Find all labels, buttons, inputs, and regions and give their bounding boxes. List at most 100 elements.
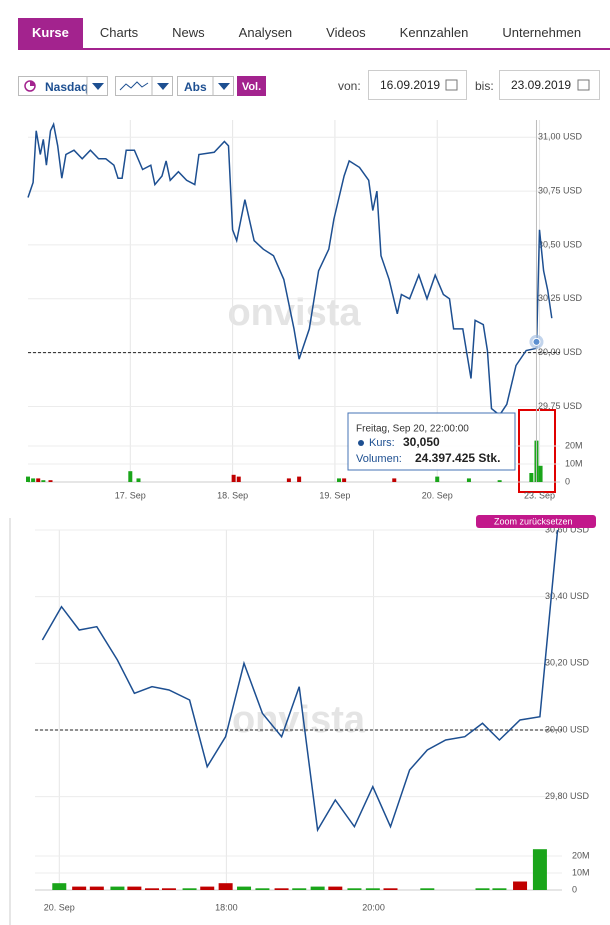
- from-date-text: 16.09.2019: [380, 78, 441, 92]
- from-date[interactable]: 16.09.2019: [368, 70, 467, 100]
- volume-bar: [41, 480, 46, 482]
- volume-bar: [529, 473, 534, 482]
- tooltip: Freitag, Sep 20, 22:00:00 Kurs: 30,050Volu…: [347, 412, 516, 471]
- volume-bar: [26, 476, 30, 482]
- volume-bar: [218, 883, 233, 890]
- volume-bar: [200, 886, 215, 890]
- tooltip-kurs: 30,050: [403, 435, 440, 449]
- volume-button-text: Vol.: [241, 81, 262, 93]
- volume-bar: [237, 886, 252, 890]
- tab[interactable]: Unternehmen: [502, 25, 582, 40]
- tooltip-title: Freitag, Sep 20, 22:00:00: [356, 424, 469, 435]
- volume-bar: [365, 888, 380, 890]
- tooltip-kurs-label: Kurs:: [369, 437, 395, 449]
- volume-bar: [52, 883, 67, 890]
- volume-bar: [182, 888, 197, 890]
- volume-bar: [342, 478, 347, 482]
- exchange-select[interactable]: Nasdaq: [18, 76, 108, 96]
- toolbar-icons: [24, 77, 590, 95]
- mode-select[interactable]: Abs: [177, 76, 234, 96]
- marker: [532, 337, 541, 346]
- y-tick-label: 30,25 USD: [538, 293, 583, 303]
- to-date[interactable]: 23.09.2019: [499, 70, 600, 100]
- tooltip-volume-label: Volumen:: [356, 453, 402, 465]
- volume-bar: [420, 888, 435, 890]
- volume-button[interactable]: Vol.: [237, 76, 266, 96]
- volume-bar: [36, 478, 41, 482]
- volume-bar: [297, 476, 302, 482]
- volume-bar: [435, 476, 440, 482]
- x-tick-label: 20. Sep: [422, 490, 453, 500]
- volume-bar: [538, 465, 543, 482]
- volume-bar: [161, 888, 176, 890]
- y-tick-label: 30,20 USD: [545, 658, 590, 668]
- volume-bar: [89, 886, 104, 890]
- y-tick-label: 31,00 USD: [538, 132, 583, 142]
- volume-bar: [466, 478, 471, 482]
- tab[interactable]: Charts: [99, 25, 139, 40]
- volume-bar: [274, 888, 289, 890]
- zoom-button-text: Zoom zurücksetzen: [494, 516, 573, 526]
- price-line: [41, 529, 559, 833]
- y-tick-label: 30,00 USD: [545, 724, 590, 734]
- tooltip-box: [347, 412, 516, 471]
- volume-bar: [231, 474, 236, 482]
- volume-bar: [286, 478, 291, 482]
- volume-bar: [72, 886, 87, 890]
- volume-bar: [383, 888, 398, 890]
- volume-bar: [532, 849, 547, 890]
- tooltip-dot: [358, 440, 364, 446]
- volume-bar: [127, 886, 142, 890]
- x-tick-label: 17. Sep: [115, 490, 146, 500]
- y-tick-label: 30,00 USD: [538, 347, 583, 357]
- tooltip-volume: 24.397.425 Stk.: [415, 451, 500, 465]
- volume-bar: [492, 888, 507, 890]
- to-label: bis:: [475, 79, 494, 93]
- exchange-text: Nasdaq: [45, 80, 89, 94]
- volume-tick-label: 20M: [565, 440, 583, 450]
- volume-bar: [110, 886, 125, 890]
- chart-type-select[interactable]: [115, 76, 173, 96]
- x-tick-label: 18:00: [215, 902, 238, 912]
- volume-bar: [136, 478, 141, 482]
- volume-bar: [255, 888, 270, 890]
- volume-bar: [347, 888, 362, 890]
- volume-bar: [145, 888, 160, 890]
- zoom-button[interactable]: Zoom zurücksetzen: [476, 515, 596, 528]
- volume-tick-label: 0: [572, 884, 577, 894]
- volume-bar: [475, 888, 490, 890]
- price-line: [27, 121, 553, 417]
- tab[interactable]: Videos: [326, 25, 366, 40]
- y-tick-label: 30,40 USD: [545, 591, 590, 601]
- volume-bar: [236, 476, 241, 482]
- x-tick-label: 18. Sep: [217, 490, 248, 500]
- volume-bar: [128, 471, 133, 482]
- volume-tick-label: 10M: [565, 458, 583, 468]
- watermark: onvista: [232, 699, 366, 741]
- volume-bar: [392, 478, 397, 482]
- volume-tick-label: 10M: [572, 867, 590, 877]
- tab[interactable]: News: [172, 25, 205, 40]
- volume-bar: [513, 881, 528, 890]
- volume-tick-label: 0: [565, 476, 570, 486]
- x-tick-label: 23. Sep: [524, 490, 555, 500]
- x-tick-label: 19. Sep: [319, 490, 350, 500]
- volume-bar: [497, 480, 502, 482]
- tab-bar: Kurse Charts News Analysen Videos Kennzahlen U…: [18, 18, 610, 50]
- from-label: von:: [338, 79, 361, 93]
- volume-bar: [31, 478, 36, 482]
- y-tick-label: 29,80 USD: [545, 791, 590, 801]
- y-tick-label: 29,75 USD: [538, 401, 583, 411]
- mode-text: Abs: [184, 80, 207, 94]
- y-tick-label: 30,50 USD: [538, 239, 583, 249]
- volume-bar: [337, 478, 342, 482]
- to-date-text: 23.09.2019: [511, 78, 572, 92]
- tab[interactable]: Kurse: [18, 18, 83, 48]
- volume-bar: [328, 886, 343, 890]
- tab[interactable]: Analysen: [238, 25, 293, 40]
- highlight-box: [518, 409, 556, 493]
- volume-bar: [48, 480, 53, 482]
- tab[interactable]: Kennzahlen: [399, 25, 469, 40]
